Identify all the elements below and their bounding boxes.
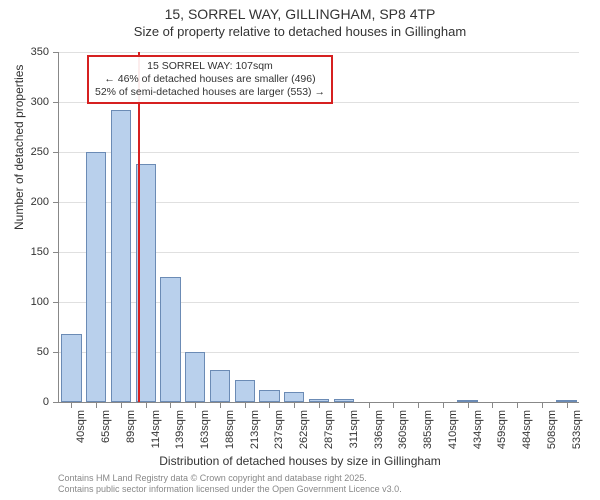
y-tick [53, 102, 59, 103]
x-tick-label: 65sqm [100, 410, 112, 443]
x-tick [195, 402, 196, 408]
y-tick [53, 352, 59, 353]
x-tick [220, 402, 221, 408]
x-tick-label: 311sqm [348, 410, 360, 448]
annotation-box: 15 SORREL WAY: 107sqm ← 46% of detached … [87, 55, 333, 104]
y-tick-label: 100 [31, 296, 49, 308]
x-tick [319, 402, 320, 408]
y-tick-label: 350 [31, 46, 49, 58]
x-tick [443, 402, 444, 408]
y-tick-label: 300 [31, 96, 49, 108]
y-tick [53, 302, 59, 303]
y-tick-label: 200 [31, 196, 49, 208]
x-tick [121, 402, 122, 408]
y-tick [53, 152, 59, 153]
footer-line-2: Contains public sector information licen… [58, 484, 402, 496]
x-tick-label: 114sqm [150, 410, 162, 448]
title-block: 15, SORREL WAY, GILLINGHAM, SP8 4TP Size… [0, 0, 600, 39]
x-tick-label: 360sqm [397, 410, 409, 449]
annotation-line-3: 52% of semi-detached houses are larger (… [95, 86, 325, 99]
x-tick [294, 402, 295, 408]
x-tick [146, 402, 147, 408]
y-tick [53, 252, 59, 253]
x-tick [170, 402, 171, 408]
x-tick-label: 40sqm [75, 410, 87, 443]
x-tick-label: 188sqm [224, 410, 236, 449]
marker-line [138, 52, 140, 402]
x-tick-label: 385sqm [422, 410, 434, 449]
y-tick-label: 250 [31, 146, 49, 158]
x-tick [468, 402, 469, 408]
x-tick [393, 402, 394, 408]
annotation-line-1: 15 SORREL WAY: 107sqm [95, 60, 325, 73]
x-axis-label: Distribution of detached houses by size … [0, 454, 600, 468]
y-tick-label: 50 [37, 346, 49, 358]
x-tick-label: 336sqm [373, 410, 385, 449]
x-tick [269, 402, 270, 408]
x-tick [542, 402, 543, 408]
x-tick-label: 89sqm [125, 410, 137, 443]
y-tick-label: 0 [43, 396, 49, 408]
x-tick-label: 533sqm [571, 410, 583, 449]
histogram-bar [284, 392, 304, 402]
x-tick [369, 402, 370, 408]
x-tick [245, 402, 246, 408]
x-tick-label: 287sqm [323, 410, 335, 449]
histogram-bar [111, 110, 131, 402]
chart-container: 15, SORREL WAY, GILLINGHAM, SP8 4TP Size… [0, 0, 600, 500]
chart-subtitle: Size of property relative to detached ho… [0, 24, 600, 39]
x-tick-label: 410sqm [447, 410, 459, 449]
x-tick-label: 213sqm [249, 410, 261, 449]
x-tick [517, 402, 518, 408]
x-tick [492, 402, 493, 408]
chart-title: 15, SORREL WAY, GILLINGHAM, SP8 4TP [0, 6, 600, 22]
x-tick-label: 508sqm [546, 410, 558, 449]
x-tick-label: 484sqm [521, 410, 533, 449]
annotation-line-2: ← 46% of detached houses are smaller (49… [95, 73, 325, 86]
y-tick [53, 202, 59, 203]
histogram-bar [185, 352, 205, 402]
histogram-bar [210, 370, 230, 402]
x-tick [344, 402, 345, 408]
x-tick-label: 434sqm [472, 410, 484, 449]
histogram-bar [61, 334, 81, 402]
y-tick [53, 402, 59, 403]
x-tick-label: 459sqm [496, 410, 508, 449]
histogram-bar [160, 277, 180, 402]
x-tick [418, 402, 419, 408]
x-tick-label: 163sqm [199, 410, 211, 449]
histogram-bar [259, 390, 279, 402]
plot-area: 05010015020025030035040sqm65sqm89sqm114s… [58, 52, 579, 403]
x-tick [567, 402, 568, 408]
x-tick-label: 237sqm [273, 410, 285, 449]
histogram-bar [86, 152, 106, 402]
x-tick-label: 262sqm [298, 410, 310, 449]
y-tick-label: 150 [31, 246, 49, 258]
footer-line-1: Contains HM Land Registry data © Crown c… [58, 473, 402, 485]
y-axis-label: Number of detached properties [12, 65, 26, 230]
y-tick [53, 52, 59, 53]
histogram-bar [235, 380, 255, 402]
footer: Contains HM Land Registry data © Crown c… [58, 473, 402, 496]
x-tick [96, 402, 97, 408]
x-tick [71, 402, 72, 408]
x-tick-label: 139sqm [174, 410, 186, 449]
